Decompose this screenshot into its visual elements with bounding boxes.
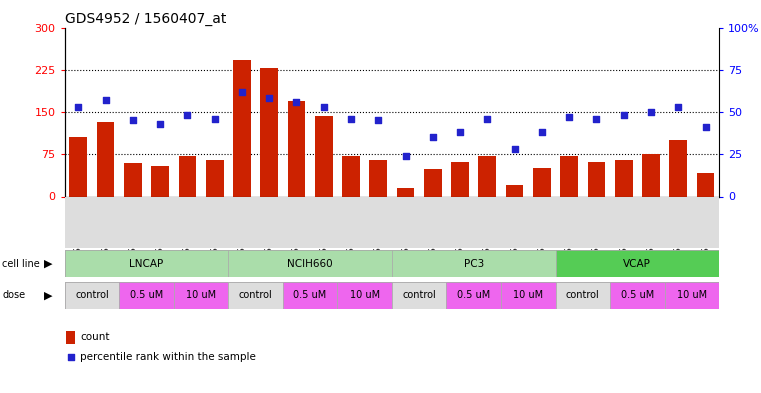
- Text: 10 uM: 10 uM: [677, 290, 707, 300]
- Point: [263, 95, 275, 102]
- Bar: [65, 250, 228, 277]
- Bar: [337, 282, 392, 309]
- Bar: [233, 60, 251, 196]
- Point: [563, 114, 575, 120]
- Bar: [69, 137, 88, 196]
- Bar: [392, 282, 447, 309]
- Bar: [283, 282, 337, 309]
- Text: 0.5 uM: 0.5 uM: [457, 290, 490, 300]
- Bar: [556, 250, 719, 277]
- Text: NCIH660: NCIH660: [288, 259, 333, 269]
- Point: [154, 121, 166, 127]
- Bar: [610, 282, 664, 309]
- Bar: [670, 140, 687, 196]
- Bar: [119, 282, 174, 309]
- Text: 10 uM: 10 uM: [513, 290, 543, 300]
- Bar: [451, 162, 469, 196]
- Bar: [424, 169, 441, 196]
- Point: [591, 116, 603, 122]
- Bar: [174, 282, 228, 309]
- Text: ▶: ▶: [44, 259, 53, 269]
- Bar: [97, 122, 114, 196]
- Point: [236, 88, 248, 95]
- Bar: [501, 282, 556, 309]
- Point: [427, 134, 439, 140]
- Text: 0.5 uM: 0.5 uM: [130, 290, 163, 300]
- Point: [65, 354, 77, 360]
- Text: dose: dose: [2, 290, 25, 300]
- Bar: [369, 160, 387, 196]
- Bar: [151, 165, 169, 196]
- Point: [345, 116, 357, 122]
- Text: VCAP: VCAP: [623, 259, 651, 269]
- Bar: [642, 154, 660, 196]
- Text: ▶: ▶: [44, 290, 53, 300]
- Text: 0.5 uM: 0.5 uM: [294, 290, 326, 300]
- Text: cell line: cell line: [2, 259, 40, 269]
- Point: [181, 112, 193, 119]
- Point: [127, 117, 139, 123]
- Text: 10 uM: 10 uM: [349, 290, 380, 300]
- Bar: [228, 282, 283, 309]
- Bar: [479, 156, 496, 196]
- Bar: [506, 185, 524, 196]
- Bar: [615, 160, 632, 196]
- Text: control: control: [403, 290, 436, 300]
- Text: count: count: [80, 332, 110, 342]
- Bar: [392, 250, 556, 277]
- Text: 10 uM: 10 uM: [186, 290, 216, 300]
- Point: [618, 112, 630, 119]
- Point: [291, 99, 303, 105]
- Point: [481, 116, 493, 122]
- Bar: [342, 156, 360, 196]
- Bar: [124, 163, 142, 196]
- Point: [699, 124, 712, 130]
- Bar: [205, 160, 224, 196]
- Point: [317, 104, 330, 110]
- Bar: [65, 282, 119, 309]
- Bar: [587, 162, 605, 196]
- Text: percentile rank within the sample: percentile rank within the sample: [80, 352, 256, 362]
- Bar: [447, 282, 501, 309]
- Point: [672, 104, 684, 110]
- Text: GDS4952 / 1560407_at: GDS4952 / 1560407_at: [65, 13, 226, 26]
- Text: control: control: [566, 290, 600, 300]
- Point: [400, 153, 412, 159]
- Point: [72, 104, 84, 110]
- Bar: [228, 250, 392, 277]
- Bar: [664, 282, 719, 309]
- Bar: [396, 188, 415, 196]
- Point: [645, 109, 657, 115]
- Bar: [179, 156, 196, 196]
- Text: control: control: [75, 290, 109, 300]
- Bar: [533, 168, 551, 196]
- Bar: [288, 101, 305, 196]
- Point: [508, 146, 521, 152]
- Bar: [315, 116, 333, 196]
- Point: [536, 129, 548, 136]
- Text: control: control: [239, 290, 272, 300]
- Point: [100, 97, 112, 103]
- Bar: [556, 282, 610, 309]
- Text: PC3: PC3: [463, 259, 484, 269]
- Text: 0.5 uM: 0.5 uM: [621, 290, 654, 300]
- Point: [372, 117, 384, 123]
- Point: [454, 129, 466, 136]
- Bar: [560, 156, 578, 196]
- Bar: [66, 331, 75, 344]
- Text: LNCAP: LNCAP: [129, 259, 164, 269]
- Point: [209, 116, 221, 122]
- Bar: [696, 173, 715, 196]
- Bar: [260, 68, 278, 196]
